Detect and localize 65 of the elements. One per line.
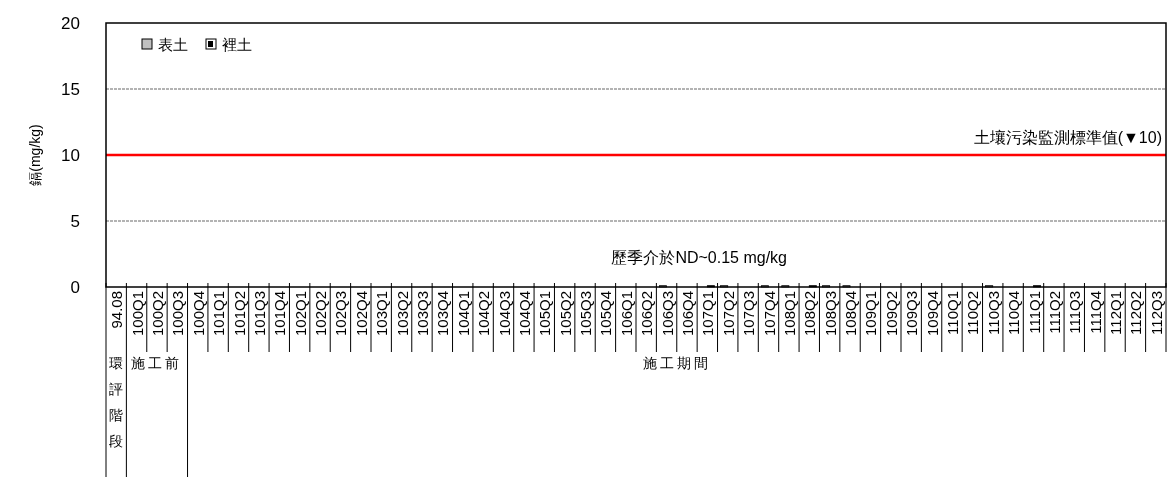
x-tick-label: 107Q4 [760, 291, 778, 337]
x-tick-label: 108Q2 [801, 291, 819, 337]
x-tick-label: 106Q2 [638, 291, 656, 337]
x-tick-label: 100Q4 [189, 291, 207, 337]
x-tick-label: 107Q3 [740, 291, 758, 337]
x-tick-label: 106Q4 [678, 291, 696, 337]
x-tick-label: 112Q2 [1127, 291, 1145, 335]
x-tick-label: 110Q1 [943, 291, 961, 335]
x-tick-label: 108Q1 [780, 291, 798, 337]
x-tick-label: 110Q2 [964, 291, 982, 335]
x-tick-label: 106Q1 [617, 291, 635, 337]
x-tick-label: 101Q1 [210, 291, 228, 337]
x-tick-label: 100Q2 [148, 291, 166, 337]
x-tick-label: 103Q4 [434, 291, 452, 337]
x-tick-label: 107Q1 [699, 291, 717, 337]
y-tick-label: 0 [70, 278, 80, 297]
x-tick-label: 110Q4 [1005, 291, 1023, 335]
x-tick-label: 102Q1 [291, 291, 309, 337]
x-tick-label: 111Q3 [1066, 291, 1084, 334]
x-tick-label: 104Q4 [515, 291, 533, 337]
x-tick-label: 108Q4 [842, 291, 860, 337]
text: 環評階段 [109, 355, 124, 449]
y-tick-label: 20 [61, 14, 80, 33]
y-tick-label: 15 [61, 80, 80, 99]
x-tick-label: 109Q1 [862, 291, 880, 337]
x-tick-label: 105Q2 [556, 291, 574, 337]
x-tick-label: 109Q2 [882, 291, 900, 337]
y-tick-label: 10 [61, 146, 80, 165]
x-tick-label: 103Q3 [413, 291, 431, 337]
x-tick-label: 109Q3 [903, 291, 921, 337]
x-tick-label: 111Q4 [1086, 291, 1104, 334]
x-tick-label: 94.08 [108, 291, 126, 329]
y-axis-title: 鎘(mg/kg) [27, 124, 43, 186]
legend-label: 裡土 [222, 36, 252, 53]
x-tick-label: 102Q2 [312, 291, 330, 337]
x-tick-label: 102Q4 [352, 291, 370, 337]
x-tick-label: 107Q2 [719, 291, 737, 337]
x-tick-label: 105Q1 [536, 291, 554, 337]
x-tick-label: 103Q2 [393, 291, 411, 337]
x-tick-label: 105Q4 [597, 291, 615, 337]
x-tick-label: 111Q2 [1045, 291, 1063, 334]
x-tick-label: 102Q3 [332, 291, 350, 337]
x-tick-label: 105Q3 [577, 291, 595, 337]
x-tick-label: 101Q2 [230, 291, 248, 337]
legend-label: 表土 [158, 36, 188, 53]
x-tick-label: 109Q4 [923, 291, 941, 337]
text: 施工前 [131, 355, 183, 371]
x-tick-label: 103Q1 [373, 291, 391, 337]
x-tick-label: 112Q3 [1147, 291, 1165, 335]
x-tick-label: 111Q1 [1025, 291, 1043, 334]
ref-line-label: 土壤污染監測標準值(▼10) [973, 129, 1162, 146]
annotation: 歷季介於ND~0.15 mg/kg [611, 249, 787, 266]
x-tick-label: 110Q3 [984, 291, 1002, 335]
x-tick-label: 101Q3 [250, 291, 268, 337]
x-tick-label: 100Q1 [128, 291, 146, 337]
x-tick-label: 101Q4 [271, 291, 289, 337]
x-tick-label: 100Q3 [169, 291, 187, 337]
x-tick-label: 106Q3 [658, 291, 676, 337]
y-tick-label: 5 [70, 212, 80, 231]
x-tick-label: 104Q2 [475, 291, 493, 337]
x-tick-label: 108Q3 [821, 291, 839, 337]
x-tick-label: 104Q3 [495, 291, 513, 337]
x-tick-label: 104Q1 [454, 291, 472, 337]
text: 施工期間 [642, 355, 711, 371]
x-tick-label: 112Q1 [1107, 291, 1125, 335]
